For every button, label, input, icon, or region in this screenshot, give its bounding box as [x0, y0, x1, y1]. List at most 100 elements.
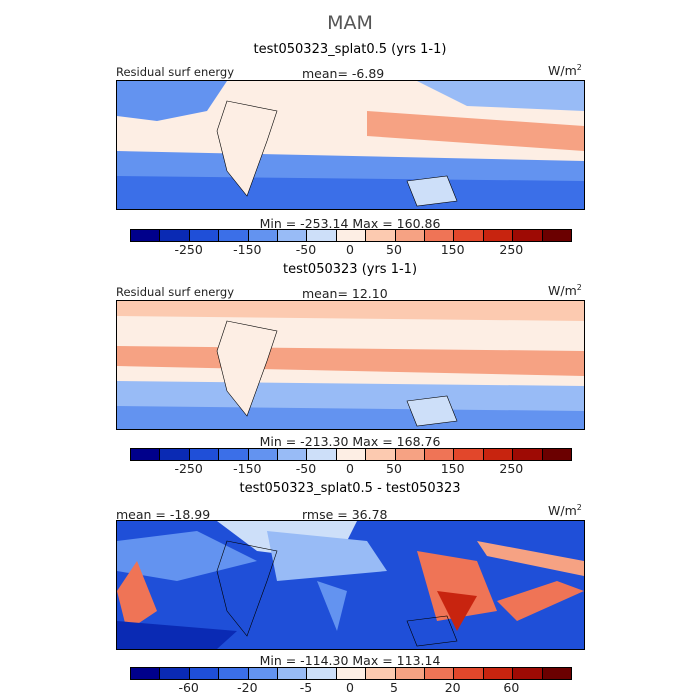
colorbar-segment: [542, 230, 572, 241]
colorbar-segment: [131, 668, 161, 679]
colorbar-segment: [131, 449, 161, 460]
colorbar-tick-label: -60: [178, 680, 199, 695]
panel-2-variable-label: Residual surf energy: [116, 285, 235, 299]
colorbar-segment: [219, 449, 249, 460]
colorbar-segment: [454, 668, 484, 679]
units-exponent: 2: [576, 63, 582, 72]
colorbar-segment: [336, 668, 367, 679]
colorbar-segment: [278, 230, 308, 241]
panel-3-subtitle: test050323_splat0.5 - test050323: [239, 481, 461, 496]
panel-2-minmax: Min = -213.30 Max = 168.76: [259, 434, 441, 449]
colorbar-segment: [395, 230, 426, 241]
colorbar-segment: [131, 230, 161, 241]
panel-2-subtitle: test050323 (yrs 1-1): [282, 262, 418, 277]
colorbar-tick-label: 50: [386, 461, 402, 476]
colorbar-tick-label: 250: [499, 242, 524, 257]
colorbar-segment: [189, 668, 220, 679]
colorbar-tick-label: 250: [499, 461, 524, 476]
colorbar-segment: [513, 668, 543, 679]
colorbar-segment: [395, 668, 426, 679]
panel-1-subtitle: test050323_splat0.5 (yrs 1-1): [253, 42, 447, 57]
colorbar-tick-label: -150: [233, 242, 262, 257]
colorbar-tick-label: -250: [174, 461, 203, 476]
panel-2-map-svg: [117, 301, 584, 429]
panel-1-map: [116, 80, 585, 210]
colorbar-segment: [425, 230, 455, 241]
colorbar-tick-label: -5: [299, 680, 313, 695]
colorbar-segment: [189, 230, 220, 241]
colorbar-tick-label: 0: [346, 242, 354, 257]
panel-3-rmse: rmse = 36.78: [302, 507, 388, 522]
panel-3-map: [116, 520, 585, 650]
colorbar-segment: [454, 449, 484, 460]
colorbar-segment: [248, 230, 279, 241]
panel-1-minmax: Min = -253.14 Max = 160.86: [259, 216, 441, 231]
colorbar-segment: [219, 668, 249, 679]
colorbar-tick-label: 60: [503, 680, 520, 695]
colorbar-segment: [366, 668, 396, 679]
colorbar-segment: [307, 668, 337, 679]
panel-3-mean: mean = -18.99: [116, 507, 211, 522]
colorbar-tick-label: 0: [346, 680, 354, 695]
colorbar-tick-label: 5: [390, 680, 398, 695]
units-exponent: 2: [576, 503, 582, 512]
colorbar-tick-label: 150: [440, 242, 465, 257]
colorbar-segment: [307, 449, 337, 460]
colorbar-tick-label: -50: [295, 461, 317, 476]
colorbar-tick-label: 0: [346, 461, 354, 476]
colorbar-segment: [513, 449, 543, 460]
panel-2-colorbar: [130, 448, 572, 461]
colorbar-segment: [189, 449, 220, 460]
units-text: W/m: [548, 63, 577, 79]
panel-2-colorbar-ticks: -250 -150 -50 0 50 150 250: [130, 461, 572, 477]
colorbar-tick-label: 20: [444, 680, 461, 695]
panel-2-units: W/m2: [548, 283, 582, 298]
colorbar-segment: [278, 668, 308, 679]
panel-3-colorbar-ticks: -60 -20 -5 0 5 20 60: [130, 680, 572, 696]
colorbar-tick-label: -250: [174, 242, 203, 257]
panel-2-map: [116, 300, 585, 430]
colorbar-segment: [483, 230, 514, 241]
panel-2-mean: mean= 12.10: [302, 286, 388, 301]
colorbar-segment: [336, 230, 367, 241]
figure-title: MAM: [327, 12, 373, 34]
panel-1-colorbar: [130, 229, 572, 242]
panel-1-map-svg: [117, 81, 584, 209]
panel-1-colorbar-ticks: -250 -150 -50 0 50 150 250: [130, 242, 572, 258]
colorbar-segment: [395, 449, 426, 460]
colorbar-tick-label: -150: [233, 461, 262, 476]
colorbar-segment: [483, 449, 514, 460]
colorbar-segment: [278, 449, 308, 460]
colorbar-segment: [307, 230, 337, 241]
colorbar-segment: [248, 449, 279, 460]
panel-3-map-svg: [117, 521, 584, 649]
colorbar-tick-label: 150: [440, 461, 465, 476]
colorbar-segment: [542, 668, 572, 679]
colorbar-segment: [160, 230, 190, 241]
colorbar-segment: [513, 230, 543, 241]
colorbar-tick-label: -20: [237, 680, 258, 695]
colorbar-segment: [425, 449, 455, 460]
colorbar-tick-label: 50: [386, 242, 402, 257]
panel-1-variable-label: Residual surf energy: [116, 65, 235, 79]
colorbar-segment: [160, 449, 190, 460]
units-exponent: 2: [576, 283, 582, 292]
units-text: W/m: [548, 283, 577, 299]
units-text: W/m: [548, 503, 577, 519]
colorbar-tick-label: -50: [295, 242, 317, 257]
colorbar-segment: [425, 668, 455, 679]
panel-1-units: W/m2: [548, 63, 582, 78]
colorbar-segment: [336, 449, 367, 460]
panel-3-colorbar: [130, 667, 572, 680]
panel-1-mean: mean= -6.89: [302, 66, 385, 81]
colorbar-segment: [219, 230, 249, 241]
colorbar-segment: [542, 449, 572, 460]
colorbar-segment: [160, 668, 190, 679]
colorbar-segment: [454, 230, 484, 241]
colorbar-segment: [366, 449, 396, 460]
panel-3-minmax: Min = -114.30 Max = 113.14: [259, 653, 441, 668]
colorbar-segment: [248, 668, 279, 679]
colorbar-segment: [483, 668, 514, 679]
colorbar-segment: [366, 230, 396, 241]
